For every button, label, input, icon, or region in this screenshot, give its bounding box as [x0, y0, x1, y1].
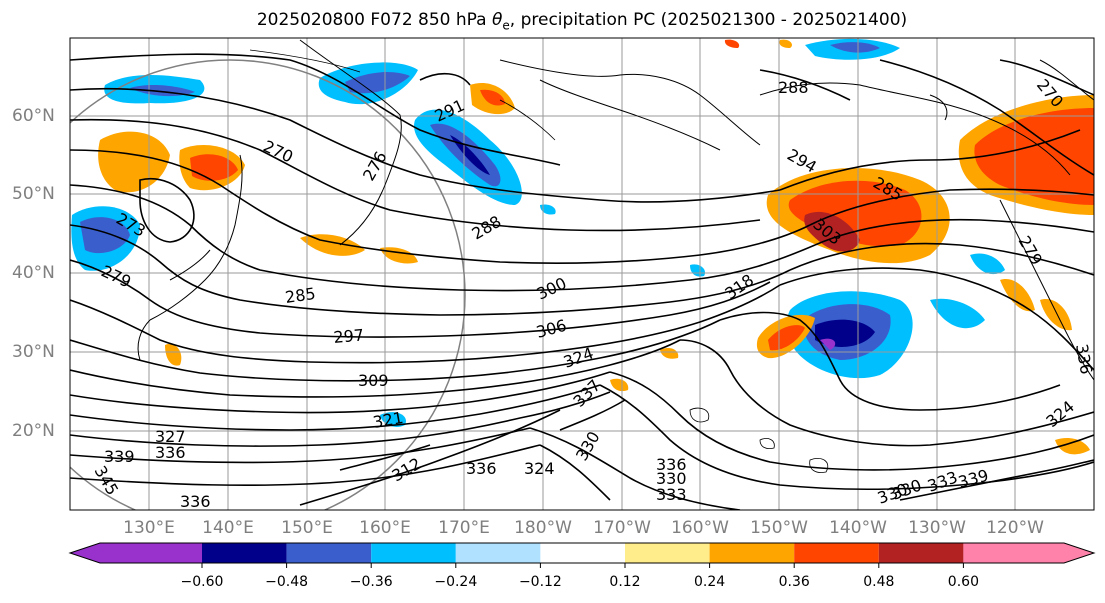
theta-subscript: e	[502, 18, 510, 33]
colorbar	[68, 542, 1096, 568]
lon-label: 150°W	[750, 518, 808, 538]
colorbar-segment	[794, 543, 879, 563]
colorbar-tick-label: −0.24	[434, 574, 478, 590]
lat-label-20n: 20°N	[12, 421, 55, 441]
map-panel: 270 291 288 294 285 303 276 273 279 288 …	[69, 37, 1096, 511]
theta-e-contours-thin	[249, 49, 829, 473]
colorbar-segment	[963, 543, 1064, 563]
lat-label-30n: 30°N	[12, 342, 55, 362]
colorbar-tick-label: −0.48	[265, 574, 309, 590]
lon-label: 160°W	[671, 518, 729, 538]
colorbar-segment	[202, 543, 287, 563]
contour-label: 285	[284, 284, 317, 307]
contour-label: 297	[333, 325, 365, 347]
contour-label: 288	[778, 78, 809, 97]
contour-label: 330	[656, 469, 687, 488]
title-prefix: 2025020800 F072 850 hPa	[256, 10, 492, 30]
colorbar-tick-label: −0.36	[349, 574, 393, 590]
lon-label: 120°W	[986, 518, 1044, 538]
lon-label: 130°E	[123, 518, 175, 538]
lon-label: 150°E	[281, 518, 333, 538]
colorbar-segments	[100, 543, 1064, 563]
colorbar-segment	[455, 543, 541, 563]
contour-label: 327	[155, 427, 186, 446]
lon-label: 140°W	[829, 518, 887, 538]
colorbar-segment	[286, 543, 372, 563]
colorbar-tick-label: −0.12	[518, 574, 562, 590]
lon-label: 180°W	[514, 518, 572, 538]
colorbar-segment	[878, 543, 964, 563]
colorbar-tick-marks	[201, 563, 964, 568]
contour-label: 336	[466, 459, 497, 478]
colorbar-tick-label: 0.36	[778, 574, 810, 590]
contour-label: 336	[180, 492, 211, 511]
map-title: 2025020800 F072 850 hPa θe, precipitatio…	[70, 10, 1094, 32]
contour-label: 336	[656, 455, 687, 474]
lon-label: 130°W	[908, 518, 966, 538]
colorbar-segment	[625, 543, 710, 563]
colorbar-segment	[540, 543, 625, 563]
lon-label: 170°E	[438, 518, 490, 538]
map-frame	[69, 37, 1095, 511]
title-suffix: , precipitation PC (2025021300 - 2025021…	[509, 10, 908, 30]
contour-label: 324	[524, 459, 555, 478]
colorbar-max-extension	[1064, 543, 1094, 563]
graticule	[70, 38, 1094, 510]
colorbar-segment	[709, 543, 795, 563]
contour-label: 339	[104, 447, 135, 466]
colorbar-tick-label: 0.48	[863, 574, 895, 590]
lon-label: 140°E	[202, 518, 254, 538]
colorbar-tick-label: 0.24	[694, 574, 726, 590]
colorbar-tick-label: 0.60	[947, 574, 979, 590]
colorbar-outline	[68, 542, 1096, 564]
lon-label: 160°E	[359, 518, 411, 538]
lat-label-60n: 60°N	[12, 106, 55, 126]
contour-label: 336	[155, 443, 186, 462]
highlight-circle	[70, 59, 466, 510]
colorbar-segment	[100, 543, 202, 563]
colorbar-tick-label: 0.12	[609, 574, 641, 590]
theta-symbol: θ	[491, 10, 503, 30]
contour-label: 333	[656, 485, 687, 504]
colorbar-segment	[371, 543, 456, 563]
theta-e-contours	[70, 53, 1094, 510]
colorbar-tick-label: −0.60	[180, 574, 224, 590]
lon-label: 170°W	[593, 518, 651, 538]
lat-label-50n: 50°N	[12, 184, 55, 204]
contour-label: 309	[358, 371, 389, 390]
lat-label-40n: 40°N	[12, 263, 55, 283]
colorbar-min-extension	[70, 543, 100, 563]
